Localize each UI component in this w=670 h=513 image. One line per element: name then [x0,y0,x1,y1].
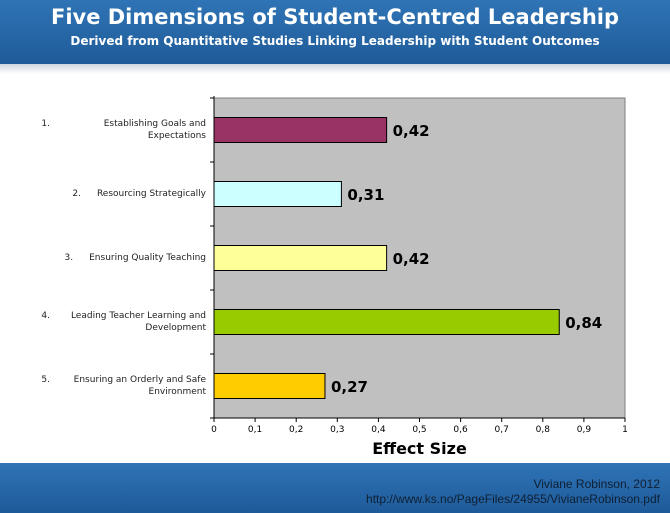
value-label-1: 0,42 [393,122,430,140]
header-divider [0,64,670,74]
x-tick-label-3: 0,3 [330,425,344,435]
footer-banner: Viviane Robinson, 2012 http://www.ks.no/… [0,463,670,513]
x-tick-label-9: 0,9 [577,425,592,435]
x-tick-label-2: 0,2 [289,425,303,435]
value-label-3: 0,42 [393,250,430,268]
category-number-1: 1. [41,119,50,129]
title-banner: Five Dimensions of Student-Centred Leade… [0,0,670,64]
x-tick-label-8: 0,8 [536,425,551,435]
value-label-4: 0,84 [565,314,602,332]
category-label-5: 5. Ensuring an Orderly and Safe Environme… [41,374,206,398]
x-tick-label-5: 0,5 [412,425,426,435]
category-label-3: 3. Ensuring Quality Teaching [65,252,206,264]
category-number-5: 5. [41,375,50,385]
x-tick-label-0: 0 [211,425,217,435]
x-tick-label-6: 0,6 [453,425,468,435]
category-number-3: 3. [64,253,74,263]
category-text-2: Resourcing Strategically [96,189,206,199]
bar-4 [213,309,560,335]
value-label-5: 0,27 [331,378,368,396]
x-tick-label-4: 0,4 [371,425,386,435]
x-tick-label-7: 0,7 [495,425,509,435]
x-tick-label-1: 0,1 [248,425,262,435]
category-text-5: Ensuring an Orderly and Safe Environment [73,375,206,397]
bar-2 [213,181,342,207]
category-text-1: Establishing Goals and Expectations [103,119,206,141]
category-number-2: 2. [72,189,81,199]
category-label-4: 4. Leading Teacher Learning and Developme… [41,310,206,334]
category-text-3: Ensuring Quality Teaching [89,253,206,263]
source-url: http://www.ks.no/PageFiles/24955/Viviane… [366,492,660,506]
bar-1 [213,117,388,143]
category-label-1: 1. Establishing Goals and Expectations [41,118,206,142]
category-number-4: 4. [41,311,50,321]
bar-5 [213,373,326,399]
x-axis-title: Effect Size [372,439,467,458]
value-label-2: 0,31 [347,186,384,204]
bar-3 [213,245,388,271]
effect-size-chart: 0,42 0,31 0,42 0,84 0,27 0 0,1 0,2 0,3 0,4 0,5 0,6 0… [210,96,628,458]
page-subtitle: Derived from Quantitative Studies Linkin… [70,34,600,48]
author-credit: Viviane Robinson, 2012 [533,477,660,491]
page-title: Five Dimensions of Student-Centred Leade… [50,5,620,29]
x-tick-label-10: 1 [622,425,628,435]
category-text-4: Leading Teacher Learning and Development [70,311,206,333]
category-label-2: 2. Resourcing Strategically [72,188,206,200]
